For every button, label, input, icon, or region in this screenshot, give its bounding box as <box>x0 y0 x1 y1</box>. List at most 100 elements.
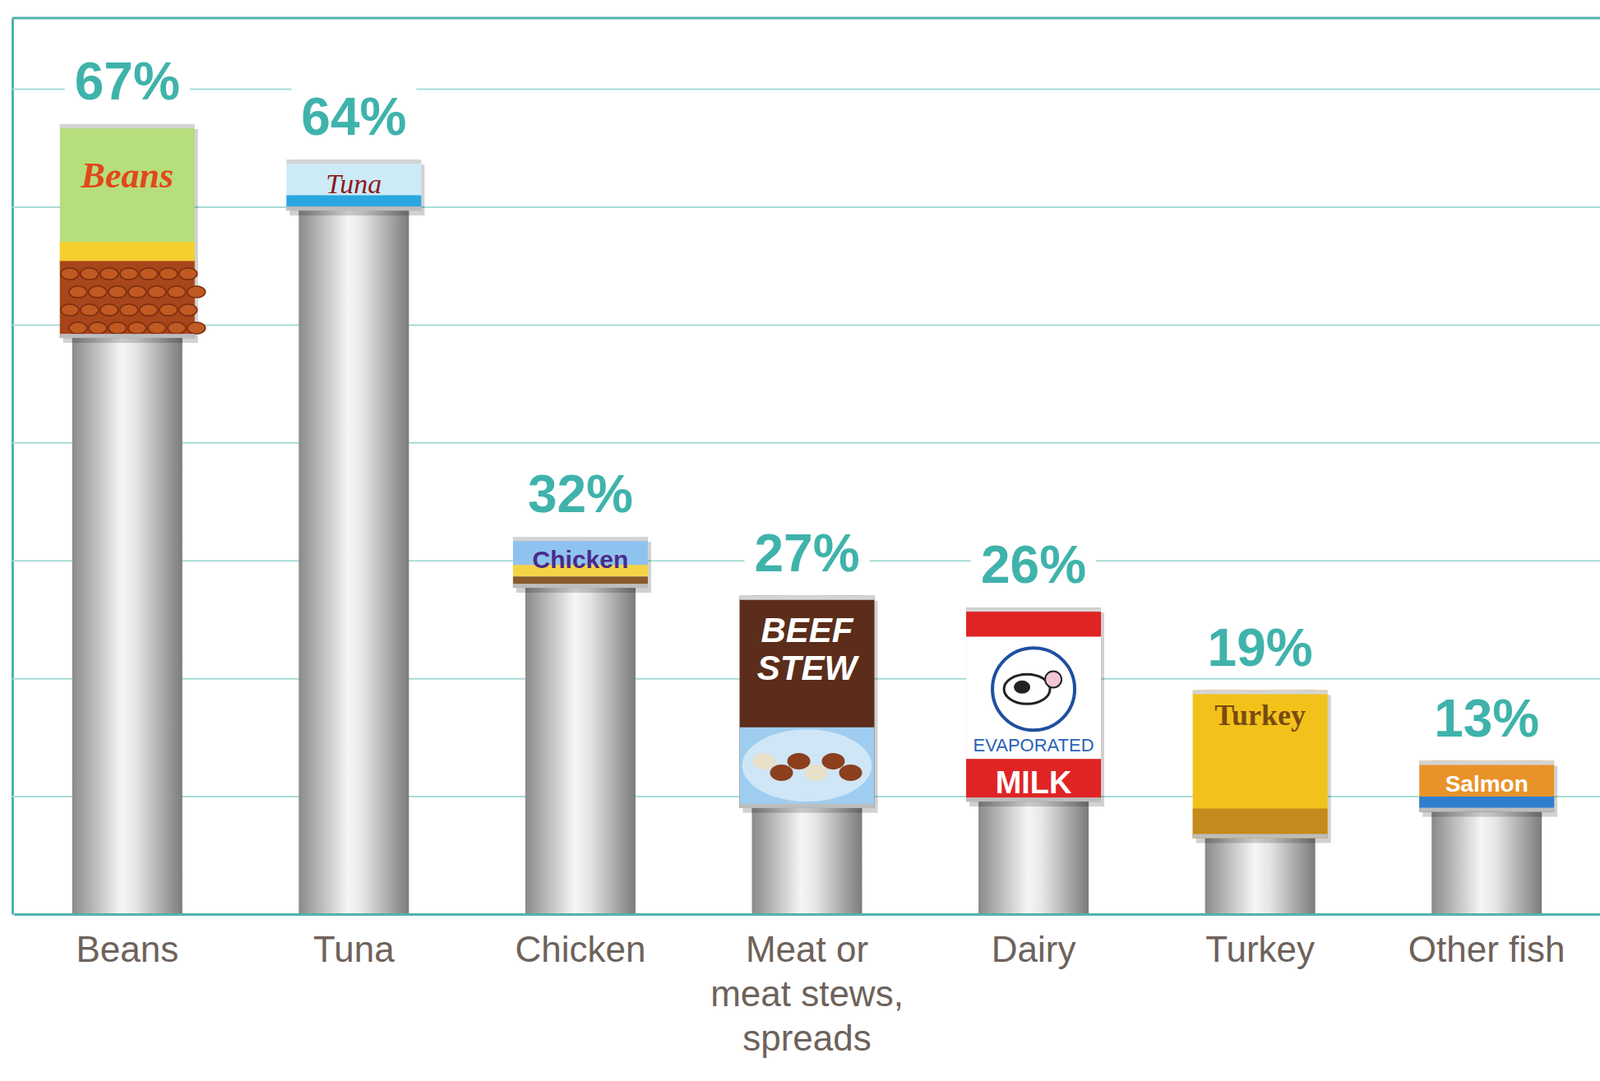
bean <box>60 304 79 316</box>
can <box>966 607 1105 807</box>
data-labels: 67%64%32%27%26%19%13% <box>64 51 1550 748</box>
x-tick: Meat ormeat stews,spreads <box>710 929 904 1059</box>
stew-piece <box>839 764 863 782</box>
chart-svg: BeansTunaChickenBEEFSTEWEVAPORATEDMILKTu… <box>0 0 1600 1081</box>
stew-piece <box>770 764 794 782</box>
bean <box>167 286 186 298</box>
label-line: spreads <box>742 1017 872 1059</box>
can-label: Salmon <box>1445 771 1529 797</box>
bean <box>120 268 139 280</box>
can-label: Turkey <box>1214 698 1306 732</box>
can-rim <box>513 536 648 542</box>
data-label-bg <box>64 51 190 111</box>
bar <box>525 536 636 915</box>
cow-spot <box>1013 680 1031 694</box>
can <box>60 124 206 343</box>
can-body <box>966 607 1101 802</box>
can-body <box>60 124 195 338</box>
can-band <box>966 637 1101 760</box>
data-label: 32% <box>527 464 634 524</box>
x-tick-label: Other fish <box>1408 929 1566 970</box>
x-tick-label: Dairy <box>991 929 1077 970</box>
bar <box>298 159 409 915</box>
bean <box>139 304 158 316</box>
y-tick <box>12 914 1600 916</box>
bean <box>128 286 147 298</box>
data-label: 26% <box>980 535 1087 595</box>
bean <box>147 286 167 298</box>
x-tick-label: Meat ormeat stews,spreads <box>710 929 904 1059</box>
bean <box>60 268 79 280</box>
bean <box>159 304 178 316</box>
bean <box>100 268 119 280</box>
data-label-group: 27% <box>744 523 870 583</box>
chart: BeansTunaChickenBEEFSTEWEVAPORATEDMILKTu… <box>0 0 1600 1081</box>
can <box>1419 761 1558 818</box>
bean <box>128 322 147 334</box>
x-tick-label: Tuna <box>313 929 395 970</box>
grid-line <box>12 323 1600 326</box>
can-rim <box>60 333 195 338</box>
bean <box>179 268 198 280</box>
x-tick: Beans <box>75 929 179 970</box>
stew-piece <box>787 753 811 770</box>
bean <box>108 322 127 334</box>
can-rim <box>1193 690 1328 695</box>
bean <box>179 304 198 316</box>
y-tick <box>12 206 1600 208</box>
label-line: Chicken <box>514 929 646 970</box>
data-label-bg <box>1197 618 1323 678</box>
can-body <box>1419 761 1554 813</box>
can-rim <box>739 596 875 601</box>
can-label: Beans <box>80 155 174 196</box>
y-tick <box>12 324 1600 326</box>
can-rim <box>1419 808 1554 813</box>
stew-piece <box>822 753 846 770</box>
x-tick-label: Chicken <box>514 929 646 970</box>
data-label: 64% <box>300 87 407 147</box>
data-label-bg <box>291 87 417 147</box>
label-line: Beans <box>75 929 179 970</box>
bean <box>139 268 158 280</box>
can-label-line: STEW <box>757 648 861 688</box>
can-rim <box>60 124 195 129</box>
can-rim <box>286 159 421 164</box>
bean <box>88 322 107 334</box>
bean <box>167 322 186 334</box>
x-tick: Chicken <box>514 929 646 970</box>
can-label-line: EVAPORATED <box>973 735 1095 756</box>
can-label: BEEFSTEW <box>757 610 861 688</box>
grid-line <box>12 914 1600 916</box>
can-label-line: Salmon <box>1445 771 1529 797</box>
label-line: Other fish <box>1408 929 1566 970</box>
can-band <box>513 576 648 588</box>
bean <box>100 304 119 316</box>
bar <box>1431 761 1542 915</box>
bean <box>88 286 107 298</box>
bean <box>147 322 167 334</box>
can-label: Tuna <box>325 168 382 199</box>
bean <box>80 268 99 280</box>
label-line: Tuna <box>313 929 395 970</box>
data-label: 19% <box>1207 618 1314 678</box>
x-tick: Turkey <box>1205 929 1315 970</box>
bean <box>187 322 206 334</box>
can-label-line: Beans <box>80 155 174 196</box>
data-label-bg <box>744 523 870 583</box>
can <box>286 159 425 216</box>
can-label: Chicken <box>532 545 629 574</box>
label-line: Meat or <box>745 929 869 970</box>
label-line: Turkey <box>1205 929 1315 970</box>
can-rim <box>966 607 1101 612</box>
cow-head <box>1045 670 1062 688</box>
can <box>739 596 879 814</box>
can-rim <box>1419 761 1554 766</box>
data-label-group: 26% <box>971 535 1096 595</box>
x-tick-label: Beans <box>75 929 179 970</box>
can-band <box>1419 796 1554 813</box>
plate <box>742 729 872 802</box>
cow-badge <box>992 647 1075 731</box>
bean <box>159 268 178 280</box>
bean <box>69 322 88 334</box>
data-label: 13% <box>1433 689 1540 749</box>
